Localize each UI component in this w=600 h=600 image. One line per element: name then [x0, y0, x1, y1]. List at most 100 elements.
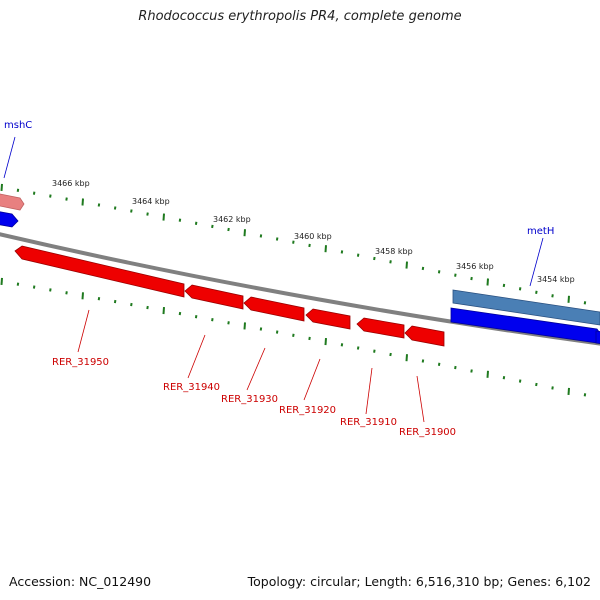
- callout-line-RER_31940: [187, 334, 206, 379]
- gene-RER_31920[interactable]: [305, 308, 351, 330]
- page-title: Rhodococcus erythropolis PR4, complete g…: [138, 9, 462, 24]
- scale-tick: [454, 273, 457, 277]
- scale-tick: [97, 297, 101, 301]
- scale-tick: [486, 278, 489, 286]
- scale-label-3466: 3466 kbp: [52, 179, 90, 188]
- scale-tick: [211, 318, 214, 322]
- scale-tick: [356, 253, 360, 257]
- scale-tick: [535, 382, 538, 387]
- scale-tick: [113, 299, 117, 304]
- scale-tick: [373, 256, 376, 261]
- gene-label-RER_31930[interactable]: RER_31930: [221, 394, 278, 405]
- forward-genes: [0, 192, 600, 345]
- gene-label-RER_31950[interactable]: RER_31950: [52, 357, 109, 368]
- scale-tick: [259, 234, 263, 238]
- scale-tick: [178, 311, 182, 316]
- gene-callout-lines: [3, 136, 544, 423]
- scale-tick: [437, 270, 441, 274]
- scale-tick: [583, 393, 587, 397]
- scale-tick: [227, 321, 230, 325]
- scale-tick: [275, 237, 279, 241]
- scale-tick: [0, 183, 3, 191]
- scale-tick: [551, 294, 554, 298]
- scale-tick: [308, 243, 311, 248]
- scale-tick: [373, 349, 376, 353]
- genome-summary-text: Topology: circular; Length: 6,516,310 bp…: [247, 574, 591, 589]
- gene-label-RER_31940[interactable]: RER_31940: [163, 382, 220, 393]
- scale-tick: [405, 354, 408, 362]
- gene-RER_31950[interactable]: [14, 245, 185, 298]
- scale-tick: [340, 343, 344, 347]
- scale-tick: [162, 213, 165, 221]
- scale-tick: [97, 203, 101, 207]
- scale-tick: [162, 307, 165, 315]
- gene-RER_31900[interactable]: [404, 325, 445, 347]
- gene-next-partial[interactable]: [595, 330, 600, 345]
- scale-tick: [583, 301, 587, 305]
- gene-label-RER_31900[interactable]: RER_31900: [399, 427, 456, 438]
- gene-label-RER_31910[interactable]: RER_31910: [340, 417, 397, 428]
- gene-RER_31910[interactable]: [356, 317, 405, 339]
- gene-metH-faded[interactable]: [452, 289, 600, 326]
- scale-tick: [65, 291, 68, 295]
- scale-tick: [16, 282, 20, 286]
- scale-tick: [49, 288, 52, 292]
- scale-tick: [65, 197, 68, 201]
- scale-tick: [518, 379, 522, 383]
- gene-label-metH[interactable]: metH: [527, 226, 554, 237]
- scale-tick: [308, 336, 311, 341]
- scale-label-3458: 3458 kbp: [375, 247, 413, 256]
- scale-tick: [194, 315, 198, 319]
- scale-label-3462: 3462 kbp: [213, 215, 251, 224]
- scale-tick: [211, 224, 214, 229]
- gene-mshC-faded[interactable]: [0, 192, 25, 211]
- scale-tick: [421, 266, 425, 271]
- scale-tick: [502, 283, 506, 288]
- gene-RER_31940[interactable]: [184, 284, 244, 310]
- scale-tick: [130, 302, 133, 307]
- callout-line-RER_31910: [365, 367, 373, 415]
- scale-tick: [178, 218, 182, 222]
- scale-tick: [470, 369, 473, 373]
- scale-tick: [567, 295, 570, 303]
- scale-tick: [32, 191, 36, 195]
- scale-tick: [146, 305, 149, 310]
- scale-tick: [130, 209, 133, 213]
- gene-label-mshC[interactable]: mshC: [4, 120, 32, 131]
- scale-label-3464: 3464 kbp: [132, 197, 170, 206]
- scale-tick: [49, 194, 52, 198]
- gene-left-partial[interactable]: [0, 210, 19, 228]
- callout-line-RER_31930: [246, 347, 266, 391]
- scale-tick: [421, 359, 425, 363]
- scale-tick: [389, 260, 392, 264]
- accession-text: Accession: NC_012490: [9, 574, 152, 589]
- scale-tick: [567, 387, 570, 395]
- scale-tick: [437, 362, 441, 366]
- callout-line-RER_31920: [303, 358, 321, 401]
- scale-tick: [405, 261, 408, 269]
- reverse-genes: [14, 245, 445, 347]
- callout-line-metH: [529, 237, 544, 287]
- callout-line-RER_31950: [77, 309, 90, 353]
- scale-tick: [0, 277, 3, 285]
- scale-tick: [535, 290, 538, 294]
- scale-tick: [292, 333, 295, 337]
- scale-tick: [340, 250, 344, 254]
- scale-tick: [113, 206, 117, 210]
- scale-tick: [518, 287, 522, 291]
- gene-labels: mshC metH RER_31950 RER_31940 RER_31930 …: [4, 120, 554, 438]
- scale-tick: [81, 292, 84, 300]
- gene-RER_31930[interactable]: [243, 296, 305, 322]
- callout-line-RER_31900: [416, 375, 425, 423]
- scale-tick: [16, 188, 20, 192]
- gene-label-RER_31920[interactable]: RER_31920: [279, 405, 336, 416]
- scale-tick: [243, 229, 246, 237]
- inner-scale-ticks: [0, 277, 587, 397]
- scale-labels: 3466 kbp 3464 kbp 3462 kbp 3460 kbp 3458…: [52, 179, 575, 284]
- scale-tick: [81, 198, 84, 206]
- scale-tick: [146, 212, 149, 216]
- scale-tick: [502, 376, 506, 380]
- scale-tick: [259, 327, 263, 331]
